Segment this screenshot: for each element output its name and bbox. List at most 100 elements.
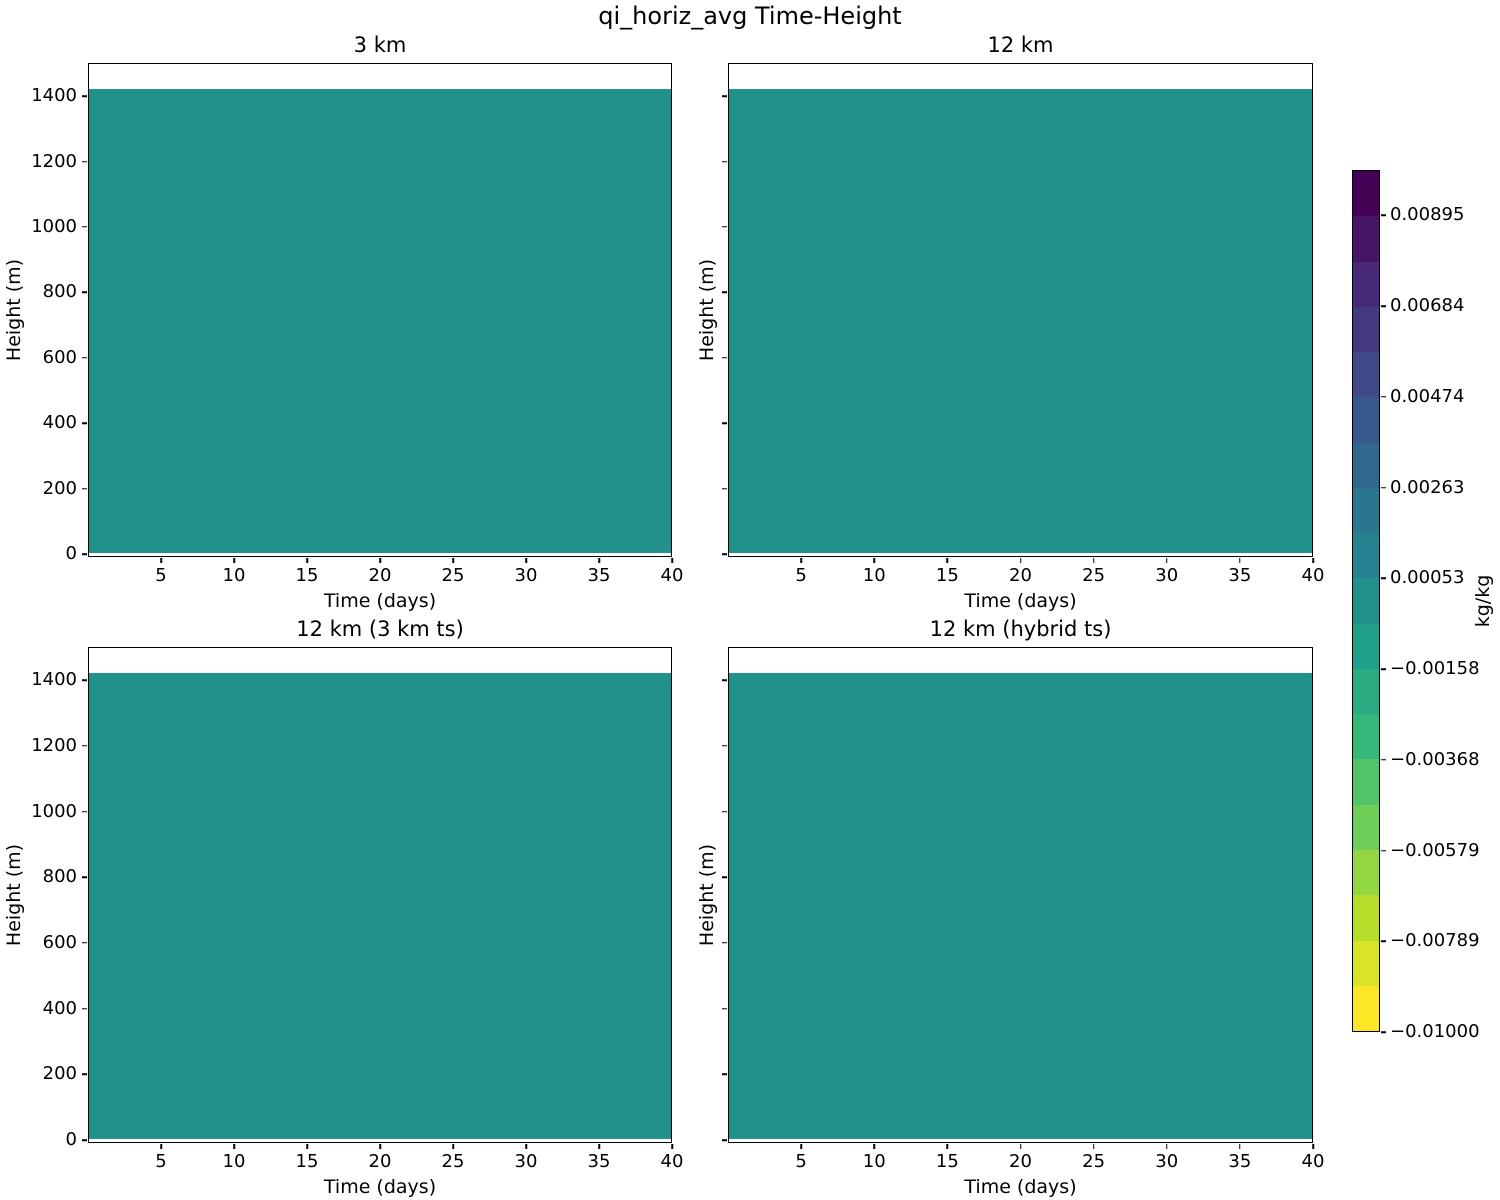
y-axis-label: Height (m) [696,258,718,362]
y-tick-mark [81,357,87,359]
y-tick-mark [81,679,87,681]
y-tick-label: 600 [42,931,77,953]
colorbar-tick-mark [1381,305,1386,307]
y-tick-mark [721,226,727,228]
subplot-3km: 3 km Height (m) Time (days) 0 200 400 600 80… [3,33,683,612]
y-tick-mark [81,422,87,424]
subplot-12km-3kmts: 12 km (3 km ts) Height (m) Time (days) 0… [3,617,683,1198]
y-tick-mark [721,553,727,555]
colorbar-tick-label: 0.00053 [1390,567,1465,589]
y-tick-mark [81,553,87,555]
y-tick-mark [721,745,727,747]
y-tick-mark [721,357,727,359]
colorbar-segment [1353,849,1379,896]
x-tick-label: 40 [1301,1151,1325,1172]
x-tick-label: 5 [155,1151,167,1172]
colorbar-segment [1353,487,1379,534]
x-tick-label: 40 [1301,565,1325,586]
x-tick-label: 15 [295,565,319,586]
y-tick-mark [721,291,727,294]
y-tick-label: 400 [42,412,77,434]
y-tick-label: 400 [42,997,77,1019]
colorbar-tick-mark [1381,849,1386,852]
x-axis-label: Time (days) [323,1176,437,1198]
y-tick-mark [81,876,87,878]
colorbar-segment [1353,714,1379,760]
y-tick-mark [81,745,87,747]
x-tick-mark [598,558,600,563]
axes-frame [88,647,672,1143]
y-tick-mark [721,487,727,490]
x-tick-label: 30 [1155,1151,1179,1172]
y-tick-mark [721,95,727,97]
y-tick-label: 1200 [31,734,77,756]
x-tick-label: 15 [295,1151,319,1172]
colorbar-unit-label: kg/kg [1472,574,1494,628]
y-tick-mark [81,942,87,944]
x-tick-label: 5 [155,565,167,586]
colorbar-segment [1353,442,1379,488]
x-tick-mark [1239,558,1241,563]
y-tick-mark [81,1007,87,1010]
x-tick-mark [1166,1144,1168,1149]
x-tick-mark [525,558,527,563]
colorbar-segment [1353,759,1379,805]
colorbar-tick-mark [1381,486,1386,489]
x-tick-mark [160,558,162,563]
x-tick-mark [1312,558,1314,563]
x-tick-mark [1019,1144,1022,1149]
colorbar-tick-mark [1381,395,1386,398]
x-tick-mark [233,558,235,563]
y-axis-label: Height (m) [696,843,718,947]
y-tick-mark [721,810,727,813]
x-tick-mark [306,558,308,563]
x-tick-label: 10 [862,565,886,586]
subplot-12km: 12 km Height (m) Time (days) 5 10 15 20 25 30… [696,33,1324,612]
y-tick-label: 1000 [31,800,77,822]
x-tick-label: 5 [795,565,807,586]
colorbar-segment [1353,533,1379,579]
x-tick-mark [946,558,949,563]
x-tick-mark [233,1144,235,1149]
y-tick-label: 800 [42,281,77,303]
colorbar-tick-mark [1381,577,1386,579]
colorbar-tick-label: −0.01000 [1390,1021,1480,1042]
x-tick-label: 35 [587,1151,611,1172]
y-tick-mark [721,422,727,424]
x-tick-mark [946,1144,949,1149]
axes-frame [88,63,672,557]
contour-fill [89,673,671,1139]
colorbar-tick-mark [1381,214,1386,216]
x-tick-mark [1166,558,1168,563]
x-tick-label: 40 [660,1151,684,1172]
x-tick-label: 30 [514,1151,538,1172]
x-tick-label: 15 [935,1151,959,1172]
axes-frame [728,647,1313,1143]
y-tick-mark [81,1139,87,1141]
x-tick-mark [873,1144,875,1149]
y-tick-mark [721,942,727,944]
colorbar-tick-label: 0.00263 [1390,476,1465,498]
axes-frame [728,63,1313,557]
x-tick-mark [160,1144,162,1149]
y-tick-label: 1400 [31,85,77,107]
subplot-title: 12 km (hybrid ts) [929,617,1112,641]
x-tick-mark [1239,1144,1241,1149]
colorbar-tick-mark [1381,940,1386,942]
subplot-title: 12 km (3 km ts) [296,617,464,641]
y-tick-label: 1200 [31,150,77,172]
x-tick-label: 10 [222,1151,246,1172]
x-tick-mark [1312,1144,1314,1149]
x-axis-label: Time (days) [964,1176,1077,1198]
x-axis-label: Time (days) [964,590,1077,612]
colorbar-segment [1353,397,1379,443]
colorbar-segment [1353,352,1379,398]
x-tick-mark [671,558,673,563]
x-tick-label: 10 [222,565,246,586]
colorbar-tick-label: −0.00368 [1390,748,1480,770]
x-tick-label: 15 [935,565,959,586]
y-tick-mark [81,487,87,490]
colorbar-tick-mark [1381,668,1386,670]
y-tick-mark [81,95,87,97]
colorbar-tick-label: −0.00789 [1390,930,1480,952]
